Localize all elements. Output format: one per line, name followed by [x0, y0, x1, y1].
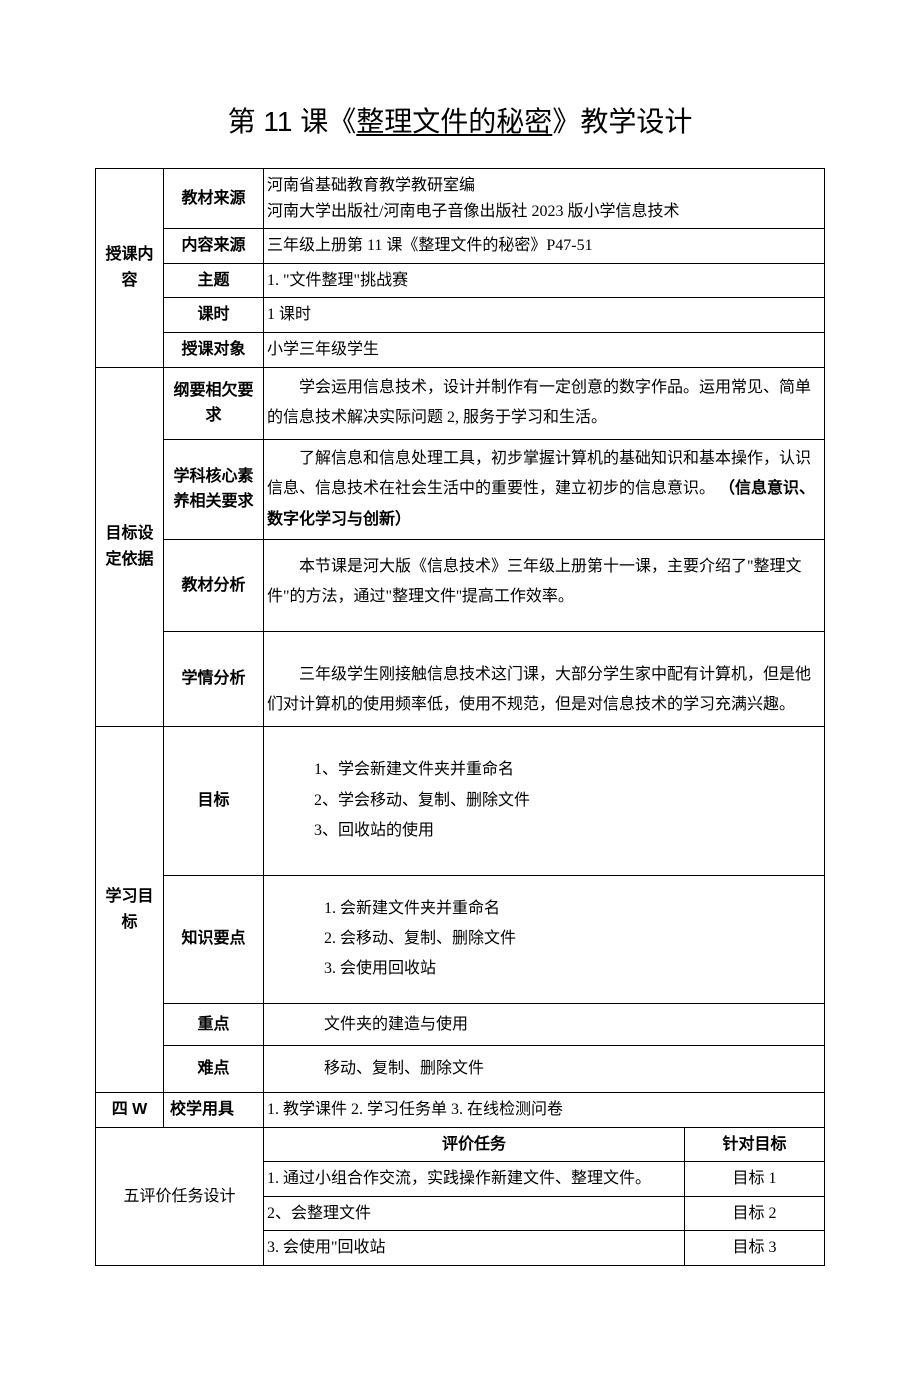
kp-3: 3. 会使用回收站: [324, 954, 821, 984]
kp-2: 2. 会移动、复制、删除文件: [324, 924, 821, 954]
goal-value: 1、学会新建文件夹并重命名 2、学会移动、复制、删除文件 3、回收站的使用: [264, 727, 825, 875]
table-row: 知识要点 1. 会新建文件夹并重命名 2. 会移动、复制、删除文件 3. 会使用…: [96, 875, 825, 1003]
eval-header-target: 针对目标: [684, 1127, 824, 1162]
textbook-source-line1: 河南省基础教育教学教研室编: [267, 173, 821, 199]
table-row: 教材分析 本节课是河大版《信息技术》三年级上册第十一课，主要介绍了"整理文件"的…: [96, 539, 825, 631]
title-suffix: 》教学设计: [552, 106, 692, 137]
table-row: 授课内容 教材来源 河南省基础教育教学教研室编 河南大学出版社/河南电子音像出版…: [96, 169, 825, 229]
eval-header-task: 评价任务: [264, 1127, 685, 1162]
textbook-source-line2: 河南大学出版社/河南电子音像出版社 2023 版小学信息技术: [267, 199, 821, 225]
student-value: 三年级学生刚接触信息技术这门课，大部分学生家中配有计算机，但是他们对计算机的使用…: [264, 631, 825, 727]
eval-task-1: 1. 通过小组合作交流，实践操作新建文件、整理文件。: [264, 1162, 685, 1197]
section-3-label: 学习目标: [96, 727, 164, 1093]
lesson-plan-table: 授课内容 教材来源 河南省基础教育教学教研室编 河南大学出版社/河南电子音像出版…: [95, 168, 825, 1266]
period-value: 1 课时: [264, 298, 825, 333]
title-prefix: 第 11 课《: [228, 106, 357, 137]
textbook-source-value: 河南省基础教育教学教研室编 河南大学出版社/河南电子音像出版社 2023 版小学…: [264, 169, 825, 229]
goal-1: 1、学会新建文件夹并重命名: [314, 755, 821, 785]
goal-label: 目标: [164, 727, 264, 875]
diff-value: 移动、复制、删除文件: [264, 1046, 825, 1093]
table-row: 五评价任务设计 评价任务 针对目标: [96, 1127, 825, 1162]
table-row: 授课对象 小学三年级学生: [96, 332, 825, 367]
section-4-label: 四 W: [96, 1093, 164, 1128]
core-value: 了解信息和信息处理工具，初步掌握计算机的基础知识和基本操作，认识信息、信息技术在…: [264, 439, 825, 539]
table-row: 学情分析 三年级学生刚接触信息技术这门课，大部分学生家中配有计算机，但是他们对计…: [96, 631, 825, 727]
core-label: 学科核心素养相关要求: [164, 439, 264, 539]
material-value: 本节课是河大版《信息技术》三年级上册第十一课，主要介绍了"整理文件"的方法，通过…: [264, 539, 825, 631]
table-row: 四 W 校学用具 1. 教学课件 2. 学习任务单 3. 在线检测问卷: [96, 1093, 825, 1128]
eval-task-3: 3. 会使用"回收站: [264, 1231, 685, 1266]
eval-target-1: 目标 1: [684, 1162, 824, 1197]
student-label: 学情分析: [164, 631, 264, 727]
title-underlined: 整理文件的秘密: [356, 106, 552, 137]
outline-value: 学会运用信息技术，设计并制作有一定创意的数字作品。运用常见、简单的信息技术解决实…: [264, 367, 825, 439]
eval-target-3: 目标 3: [684, 1231, 824, 1266]
table-row: 主题 1. "文件整理"挑战赛: [96, 263, 825, 298]
section-5-label: 五评价任务设计: [96, 1127, 264, 1265]
eval-task-2: 2、会整理文件: [264, 1196, 685, 1231]
theme-label: 主题: [164, 263, 264, 298]
kp-label: 知识要点: [164, 875, 264, 1003]
table-row: 目标设定依据 纲要相欠要求 学会运用信息技术，设计并制作有一定创意的数字作品。运…: [96, 367, 825, 439]
focus-label: 重点: [164, 1003, 264, 1046]
section-4-sub: 校学用具: [164, 1093, 264, 1128]
table-row: 学科核心素养相关要求 了解信息和信息处理工具，初步掌握计算机的基础知识和基本操作…: [96, 439, 825, 539]
table-row: 课时 1 课时: [96, 298, 825, 333]
table-row: 重点 文件夹的建造与使用: [96, 1003, 825, 1046]
audience-label: 授课对象: [164, 332, 264, 367]
content-source-value: 三年级上册第 11 课《整理文件的秘密》P47-51: [264, 229, 825, 264]
eval-target-2: 目标 2: [684, 1196, 824, 1231]
focus-value: 文件夹的建造与使用: [264, 1003, 825, 1046]
textbook-source-label: 教材来源: [164, 169, 264, 229]
page-title: 第 11 课《整理文件的秘密》教学设计: [95, 100, 825, 140]
content-source-label: 内容来源: [164, 229, 264, 264]
audience-value: 小学三年级学生: [264, 332, 825, 367]
section-1-label: 授课内容: [96, 169, 164, 368]
table-row: 学习目标 目标 1、学会新建文件夹并重命名 2、学会移动、复制、删除文件 3、回…: [96, 727, 825, 875]
kp-1: 1. 会新建文件夹并重命名: [324, 894, 821, 924]
section-2-label: 目标设定依据: [96, 367, 164, 727]
material-label: 教材分析: [164, 539, 264, 631]
period-label: 课时: [164, 298, 264, 333]
outline-label: 纲要相欠要求: [164, 367, 264, 439]
diff-label: 难点: [164, 1046, 264, 1093]
goal-3: 3、回收站的使用: [314, 816, 821, 846]
theme-value: 1. "文件整理"挑战赛: [264, 263, 825, 298]
goal-2: 2、学会移动、复制、删除文件: [314, 786, 821, 816]
table-row: 难点 移动、复制、删除文件: [96, 1046, 825, 1093]
table-row: 内容来源 三年级上册第 11 课《整理文件的秘密》P47-51: [96, 229, 825, 264]
kp-value: 1. 会新建文件夹并重命名 2. 会移动、复制、删除文件 3. 会使用回收站: [264, 875, 825, 1003]
section-4-value: 1. 教学课件 2. 学习任务单 3. 在线检测问卷: [264, 1093, 825, 1128]
